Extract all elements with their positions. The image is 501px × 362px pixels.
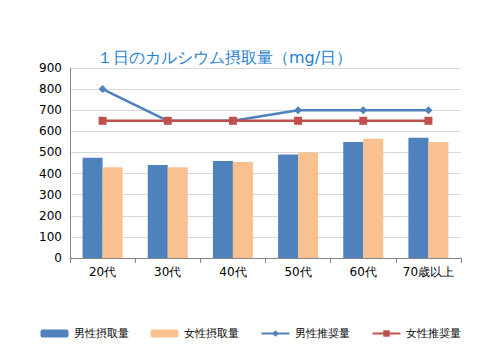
svg-text:40代: 40代 <box>219 265 246 279</box>
svg-text:30代: 30代 <box>154 265 181 279</box>
svg-text:900: 900 <box>39 61 62 75</box>
svg-text:70歳以上: 70歳以上 <box>403 265 454 279</box>
svg-text:60代: 60代 <box>350 265 377 279</box>
svg-text:女性推奨量: 女性推奨量 <box>406 327 461 340</box>
svg-text:800: 800 <box>39 82 62 96</box>
svg-text:600: 600 <box>39 124 62 138</box>
svg-text:0: 0 <box>54 251 62 265</box>
svg-text:１日のカルシウム摂取量（mg/日）: １日のカルシウム摂取量（mg/日） <box>97 48 352 67</box>
svg-text:50代: 50代 <box>284 265 311 279</box>
svg-text:20代: 20代 <box>89 265 116 279</box>
svg-text:男性推奨量: 男性推奨量 <box>295 327 350 340</box>
svg-text:700: 700 <box>39 103 62 117</box>
svg-text:100: 100 <box>39 230 62 244</box>
svg-text:500: 500 <box>39 145 62 159</box>
svg-text:200: 200 <box>39 209 62 223</box>
svg-text:男性摂取量: 男性摂取量 <box>74 327 129 340</box>
svg-text:400: 400 <box>39 167 62 181</box>
svg-text:300: 300 <box>39 188 62 202</box>
svg-text:女性摂取量: 女性摂取量 <box>184 327 239 340</box>
